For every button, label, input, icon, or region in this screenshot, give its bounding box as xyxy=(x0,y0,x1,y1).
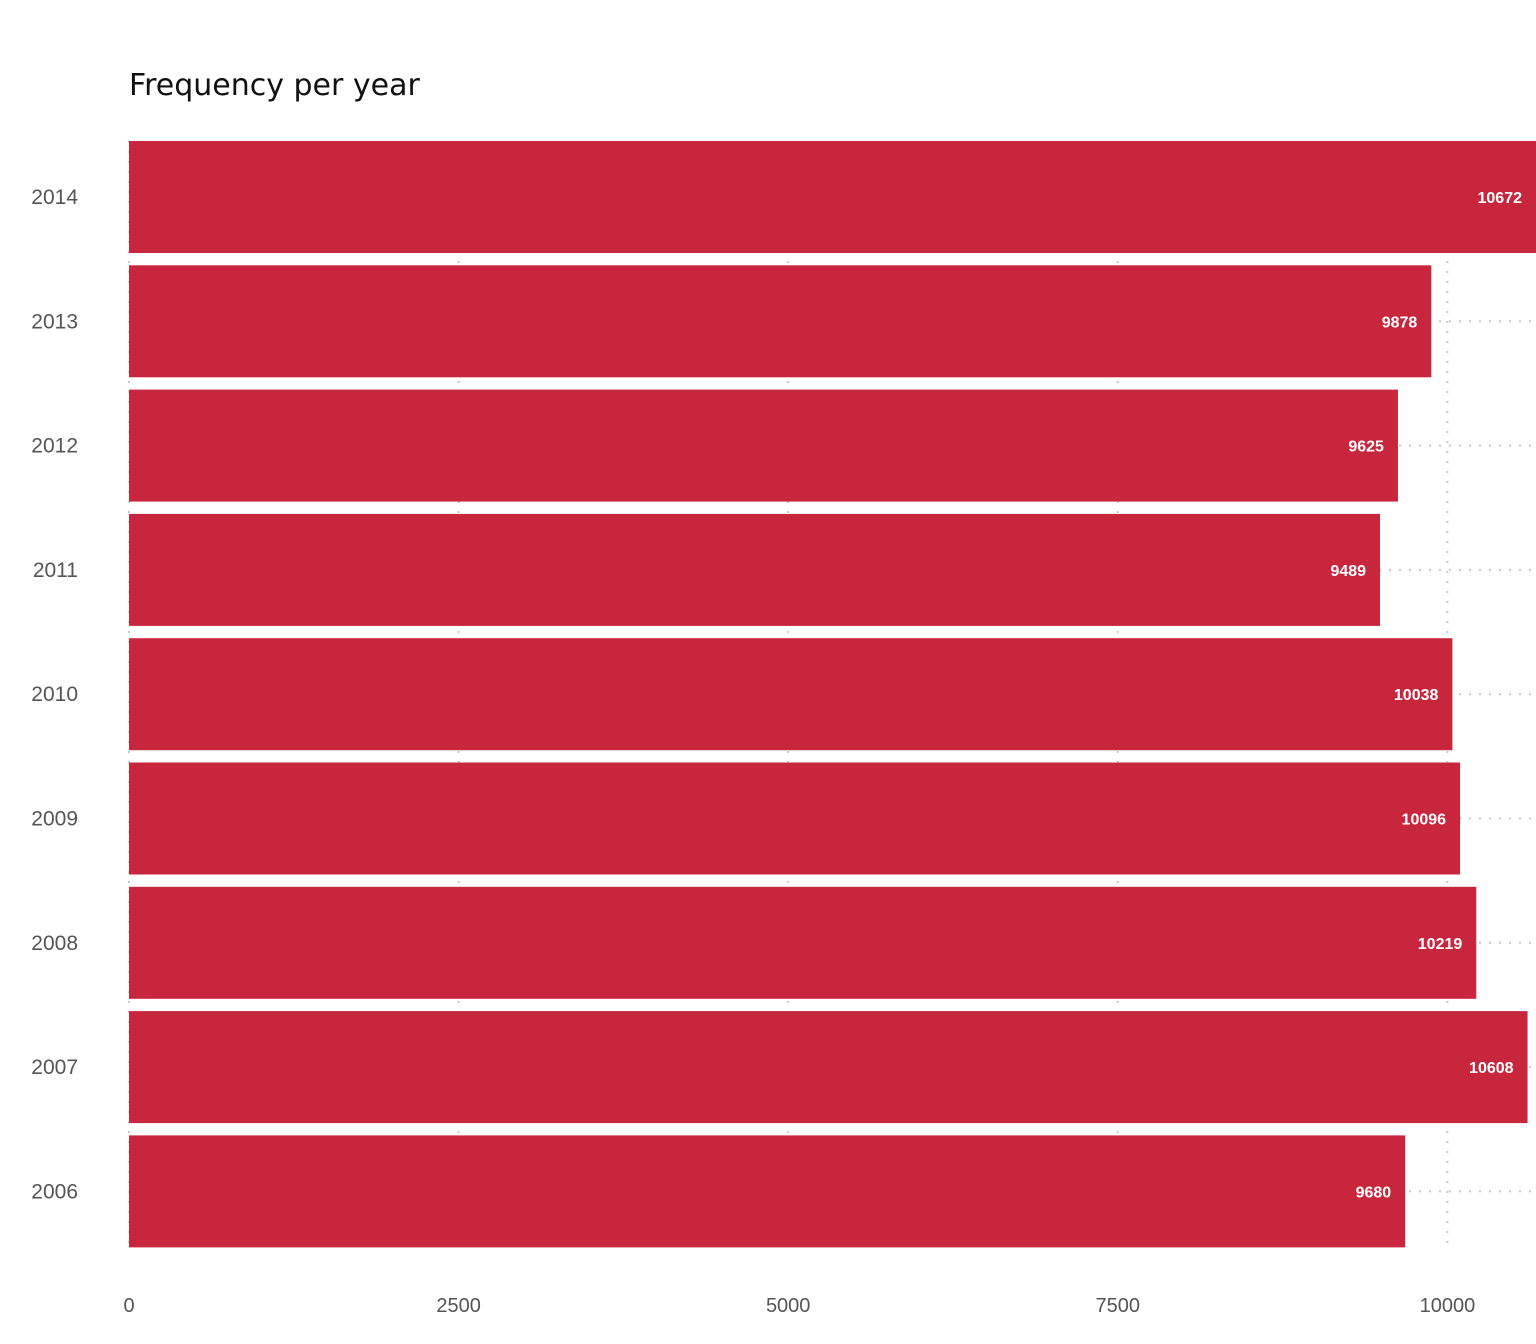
y-tick-label-2011: 2011 xyxy=(33,559,78,582)
y-tick-label-2009: 2009 xyxy=(31,808,78,831)
y-tick-label-2014: 2014 xyxy=(31,186,78,209)
data-label-2014: 10672 xyxy=(1478,190,1523,207)
bar-2012[interactable] xyxy=(129,389,1398,502)
bar-2011[interactable] xyxy=(129,513,1381,626)
bar-2013[interactable] xyxy=(129,265,1432,378)
y-tick-label-2010: 2010 xyxy=(31,683,78,706)
bars xyxy=(129,141,1536,1248)
data-label-2012: 9625 xyxy=(1348,439,1384,456)
data-label-2007: 10608 xyxy=(1469,1060,1514,1077)
y-tick-label-2007: 2007 xyxy=(31,1056,78,1079)
x-tick-label-5000: 5000 xyxy=(766,1295,811,1317)
bar-2014[interactable] xyxy=(129,141,1536,253)
data-label-2006: 9680 xyxy=(1356,1184,1392,1201)
y-axis: 2014 2013 2012 2011 2010 2009 2008 2007 2006 xyxy=(31,186,78,1203)
data-label-2010: 10038 xyxy=(1394,687,1439,704)
bar-2008[interactable] xyxy=(129,886,1477,999)
y-tick-label-2013: 2013 xyxy=(31,310,78,333)
data-labels: 10672 9878 9625 9489 10038 10096 10219 10608 968… xyxy=(1330,190,1522,1201)
chart-title: Frequency per year xyxy=(129,68,420,103)
bar-2009[interactable] xyxy=(129,762,1461,875)
data-label-2011: 9489 xyxy=(1330,563,1366,580)
y-tick-label-2008: 2008 xyxy=(31,932,78,955)
data-label-2013: 9878 xyxy=(1382,314,1418,331)
bar-2006[interactable] xyxy=(129,1135,1406,1248)
data-label-2008: 10219 xyxy=(1418,936,1463,953)
y-tick-label-2006: 2006 xyxy=(31,1180,78,1203)
y-tick-label-2012: 2012 xyxy=(31,435,78,458)
bar-2010[interactable] xyxy=(129,638,1453,751)
x-tick-label-7500: 7500 xyxy=(1096,1295,1141,1317)
x-axis: 0 2500 5000 7500 10000 xyxy=(123,1295,1475,1317)
x-tick-label-10000: 10000 xyxy=(1420,1295,1476,1317)
x-tick-label-2500: 2500 xyxy=(436,1295,481,1317)
bar-2007[interactable] xyxy=(129,1011,1528,1124)
x-tick-label-0: 0 xyxy=(123,1295,134,1317)
data-label-2009: 10096 xyxy=(1402,812,1447,829)
